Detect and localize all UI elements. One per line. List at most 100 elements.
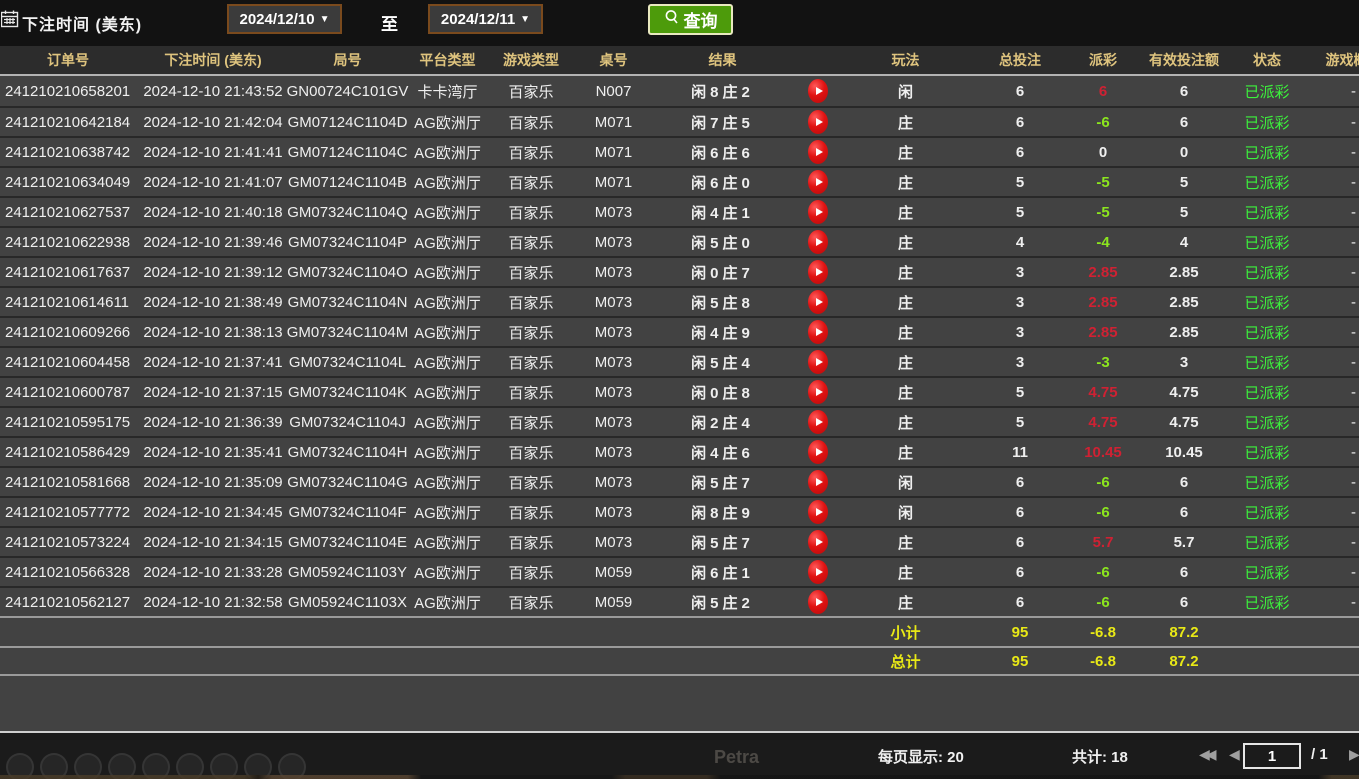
cell-valid-bet: 0 — [1179, 143, 1189, 161]
cell-round-id: GM07124C1104C — [287, 143, 408, 161]
table-row: 241210210577772 2024-12-10 21:34:45 GM0732… — [0, 496, 1359, 526]
cell-play-method: 庄 — [897, 264, 913, 282]
cell-game-info: - — [1351, 353, 1356, 371]
cell-game-type: 百家乐 — [508, 384, 554, 402]
cell-play-method: 庄 — [897, 174, 913, 192]
cell-empty — [290, 648, 405, 674]
play-icon[interactable] — [808, 320, 828, 344]
date-from-value: 2024/12/10 — [239, 10, 315, 28]
cell-payout: 6 — [1098, 82, 1108, 100]
calendar-icon — [0, 10, 19, 33]
cell-platform: AG欧洲厅 — [414, 444, 481, 462]
cell-status-badge: 已派彩 — [1244, 234, 1290, 252]
search-button[interactable]: 查询 — [648, 4, 733, 35]
per-page-label: 每页显示: 20 — [878, 749, 964, 766]
table-row: 241210210638742 2024-12-10 21:41:41 GM0712… — [0, 136, 1359, 166]
play-icon[interactable] — [808, 170, 828, 194]
cell-status-badge: 已派彩 — [1244, 204, 1290, 222]
cell-result: 闲4庄1 — [691, 204, 754, 222]
cell-replay — [790, 108, 846, 136]
play-icon[interactable] — [808, 290, 828, 314]
date-to-select[interactable]: 2024/12/11 ▼ — [428, 4, 543, 34]
play-icon[interactable] — [808, 110, 828, 134]
col-header-method: 玩法 — [891, 52, 920, 68]
cell-replay — [790, 288, 846, 316]
play-icon[interactable] — [808, 500, 828, 524]
cell-game-type: 百家乐 — [508, 474, 554, 492]
cell-game-type: 百家乐 — [508, 564, 554, 582]
cell-table-number: M073 — [594, 203, 633, 221]
cell-valid-bet: 2.85 — [1169, 263, 1199, 281]
cell-status-badge: 已派彩 — [1244, 534, 1290, 552]
col-header-replay — [790, 46, 846, 74]
play-icon[interactable] — [808, 560, 828, 584]
col-header-round: 局号 — [333, 52, 362, 68]
play-icon[interactable] — [808, 410, 828, 434]
grand-total-row: 总计 95 -6.8 87.2 — [0, 646, 1359, 676]
play-icon[interactable] — [808, 200, 828, 224]
cell-bet-time: 2024-12-10 21:37:15 — [143, 383, 283, 401]
play-icon[interactable] — [808, 590, 828, 614]
cell-order-number: 241210210595175 — [5, 413, 131, 431]
cell-order-number: 241210210658201 — [5, 82, 131, 100]
play-icon[interactable] — [808, 470, 828, 494]
cell-play-method: 庄 — [897, 594, 913, 612]
table-row: 241210210600787 2024-12-10 21:37:15 GM0732… — [0, 376, 1359, 406]
cell-total-bet: 5 — [1015, 413, 1025, 431]
table-row: 241210210622938 2024-12-10 21:39:46 GM0732… — [0, 226, 1359, 256]
table-row: 241210210642184 2024-12-10 21:42:04 GM0712… — [0, 106, 1359, 136]
cell-empty — [655, 618, 790, 646]
cell-round-id: GM07324C1104Q — [287, 203, 408, 221]
cell-table-number: M073 — [594, 383, 633, 401]
col-header-status: 状态 — [1253, 52, 1281, 68]
play-icon[interactable] — [808, 440, 828, 464]
cell-table-number: M073 — [594, 443, 633, 461]
cell-payout: -6 — [1096, 113, 1110, 131]
cell-payout: 0 — [1098, 143, 1108, 161]
cell-game-info: - — [1351, 233, 1356, 251]
subtotal-row-total-bet: 95 — [1011, 623, 1029, 641]
date-from-select[interactable]: 2024/12/10 ▼ — [227, 4, 342, 34]
cell-platform: AG欧洲厅 — [414, 354, 481, 372]
cell-game-type: 百家乐 — [508, 504, 554, 522]
cell-payout: -6 — [1096, 593, 1110, 611]
cell-result: 闲5庄8 — [691, 294, 754, 312]
cell-play-method: 庄 — [897, 534, 913, 552]
play-icon[interactable] — [808, 140, 828, 164]
cell-status-badge: 已派彩 — [1244, 294, 1290, 312]
chevron-down-icon: ▼ — [520, 13, 531, 25]
play-icon[interactable] — [808, 230, 828, 254]
table-body: 241210210658201 2024-12-10 21:43:52 GN0072… — [0, 76, 1359, 676]
cell-round-id: GM07324C1104G — [287, 473, 408, 491]
cell-bet-time: 2024-12-10 21:34:15 — [143, 533, 283, 551]
cell-empty — [1297, 648, 1359, 674]
cell-payout: 2.85 — [1088, 263, 1118, 281]
play-icon[interactable] — [808, 380, 828, 404]
cell-empty — [290, 618, 405, 646]
cell-total-bet: 4 — [1015, 233, 1025, 251]
cell-replay — [790, 168, 846, 196]
col-header-gametype: 游戏类型 — [503, 52, 559, 68]
bet-time-label: 下注时间 (美东) — [22, 17, 143, 34]
cell-status-badge: 已派彩 — [1244, 144, 1290, 162]
first-page-icon[interactable]: ◀◀ — [1199, 747, 1216, 763]
play-icon[interactable] — [808, 79, 828, 103]
bet-records-table: 订单号 下注时间 (美东) 局号 平台类型 游戏类型 桌号 结果 玩法 总投注 … — [0, 46, 1359, 676]
col-header-tableno: 桌号 — [599, 52, 628, 68]
next-page-icon[interactable]: ▶ — [1349, 747, 1359, 763]
cell-empty — [0, 648, 136, 674]
cell-game-info: - — [1351, 113, 1356, 131]
page-number-input[interactable] — [1243, 743, 1301, 769]
cell-round-id: GM07324C1104O — [287, 263, 408, 281]
cell-total-bet: 3 — [1015, 263, 1025, 281]
play-icon[interactable] — [808, 530, 828, 554]
play-icon[interactable] — [808, 260, 828, 284]
prev-page-icon[interactable]: ◀ — [1229, 747, 1240, 763]
cell-game-info: - — [1351, 143, 1356, 161]
cell-bet-time: 2024-12-10 21:38:13 — [143, 323, 283, 341]
cell-empty — [405, 618, 490, 646]
pagination-bar: Petra 每页显示: 20 共计: 18 ◀◀ ◀ / 1 ▶ — [0, 731, 1359, 779]
subtotal-row-payout: -6.8 — [1090, 623, 1116, 641]
cell-order-number: 241210210566328 — [5, 563, 131, 581]
play-icon[interactable] — [808, 350, 828, 374]
